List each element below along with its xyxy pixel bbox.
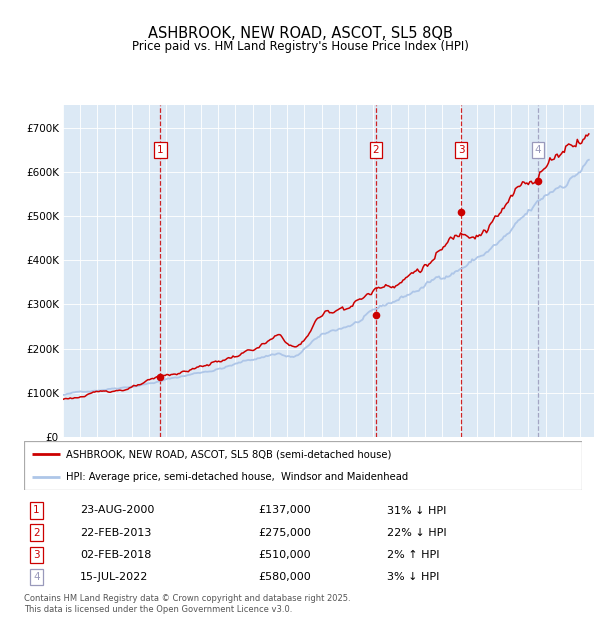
- Text: 02-FEB-2018: 02-FEB-2018: [80, 550, 151, 560]
- Text: £510,000: £510,000: [259, 550, 311, 560]
- Text: £137,000: £137,000: [259, 505, 311, 515]
- Text: 2: 2: [33, 528, 40, 538]
- Text: 15-JUL-2022: 15-JUL-2022: [80, 572, 148, 582]
- Text: £275,000: £275,000: [259, 528, 311, 538]
- Text: HPI: Average price, semi-detached house,  Windsor and Maidenhead: HPI: Average price, semi-detached house,…: [66, 472, 408, 482]
- Text: 1: 1: [33, 505, 40, 515]
- FancyBboxPatch shape: [24, 441, 582, 490]
- Text: 22% ↓ HPI: 22% ↓ HPI: [387, 528, 446, 538]
- Text: ASHBROOK, NEW ROAD, ASCOT, SL5 8QB: ASHBROOK, NEW ROAD, ASCOT, SL5 8QB: [148, 26, 452, 41]
- Text: ASHBROOK, NEW ROAD, ASCOT, SL5 8QB (semi-detached house): ASHBROOK, NEW ROAD, ASCOT, SL5 8QB (semi…: [66, 450, 391, 459]
- Text: 4: 4: [33, 572, 40, 582]
- Text: 3% ↓ HPI: 3% ↓ HPI: [387, 572, 439, 582]
- Text: Price paid vs. HM Land Registry's House Price Index (HPI): Price paid vs. HM Land Registry's House …: [131, 40, 469, 53]
- Text: 31% ↓ HPI: 31% ↓ HPI: [387, 505, 446, 515]
- Text: 3: 3: [458, 145, 464, 155]
- Text: 23-AUG-2000: 23-AUG-2000: [80, 505, 154, 515]
- Text: £580,000: £580,000: [259, 572, 311, 582]
- Text: 3: 3: [33, 550, 40, 560]
- Text: Contains HM Land Registry data © Crown copyright and database right 2025.: Contains HM Land Registry data © Crown c…: [24, 593, 350, 603]
- Text: 2: 2: [373, 145, 379, 155]
- Text: 2% ↑ HPI: 2% ↑ HPI: [387, 550, 439, 560]
- Text: This data is licensed under the Open Government Licence v3.0.: This data is licensed under the Open Gov…: [24, 604, 292, 614]
- Text: 22-FEB-2013: 22-FEB-2013: [80, 528, 151, 538]
- Text: 4: 4: [535, 145, 541, 155]
- Text: 1: 1: [157, 145, 164, 155]
